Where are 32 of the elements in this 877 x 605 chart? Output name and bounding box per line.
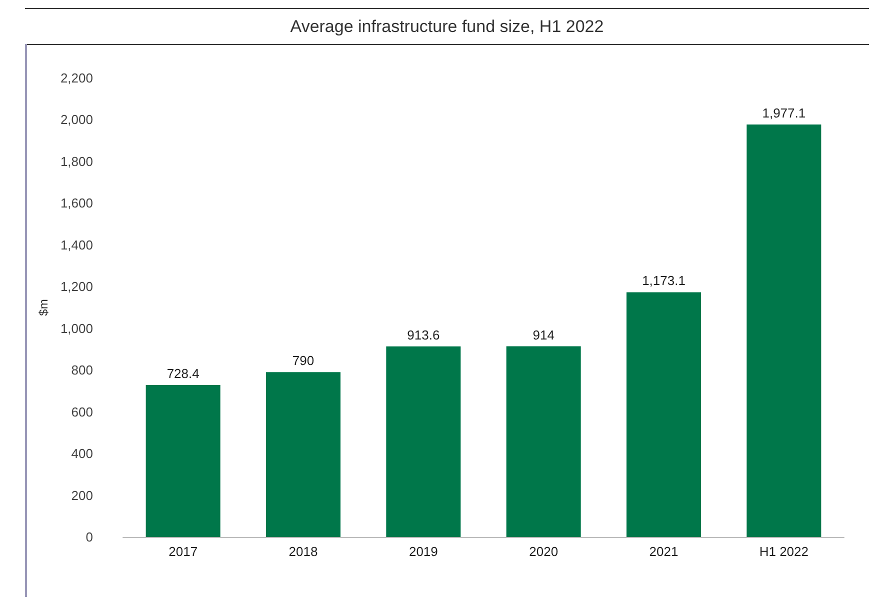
y-tick-label: 1,000	[60, 320, 93, 336]
y-tick-label: 600	[71, 404, 93, 420]
data-label: 1,977.1	[762, 106, 806, 121]
bar	[146, 385, 220, 537]
y-tick-label: 1,600	[60, 196, 93, 211]
x-tick-label: 2018	[288, 544, 318, 559]
x-tick-label: H1 2022	[759, 544, 808, 559]
data-label: 790	[292, 353, 314, 368]
y-tick-label: 200	[71, 488, 93, 503]
y-tick-label: 1,200	[60, 279, 93, 294]
y-tick-label: 2,000	[60, 112, 93, 128]
bar	[746, 124, 822, 537]
y-tick-label: 400	[71, 446, 93, 462]
x-tick-label: 2017	[168, 544, 198, 559]
data-label: 1,173.1	[642, 273, 686, 288]
y-tick-label: 1,400	[60, 237, 93, 252]
bar	[386, 346, 461, 537]
bar	[626, 292, 701, 537]
y-tick-label: 2,200	[60, 70, 93, 86]
y-axis-title: $m	[36, 299, 51, 316]
chart-title: Average infrastructure fund size, H1 2022	[25, 8, 869, 45]
y-tick-label: 1,800	[60, 154, 93, 169]
data-label: 914	[532, 327, 554, 342]
data-label: 913.6	[407, 327, 440, 342]
x-tick-label: 2019	[408, 544, 438, 559]
x-tick-label: 2020	[529, 544, 558, 559]
y-tick-label: 800	[71, 362, 93, 378]
data-label: 728.4	[166, 366, 200, 382]
y-tick-label: 0	[86, 530, 93, 544]
bar	[506, 346, 581, 537]
x-tick-label: 2021	[649, 544, 678, 559]
bar	[266, 372, 340, 537]
